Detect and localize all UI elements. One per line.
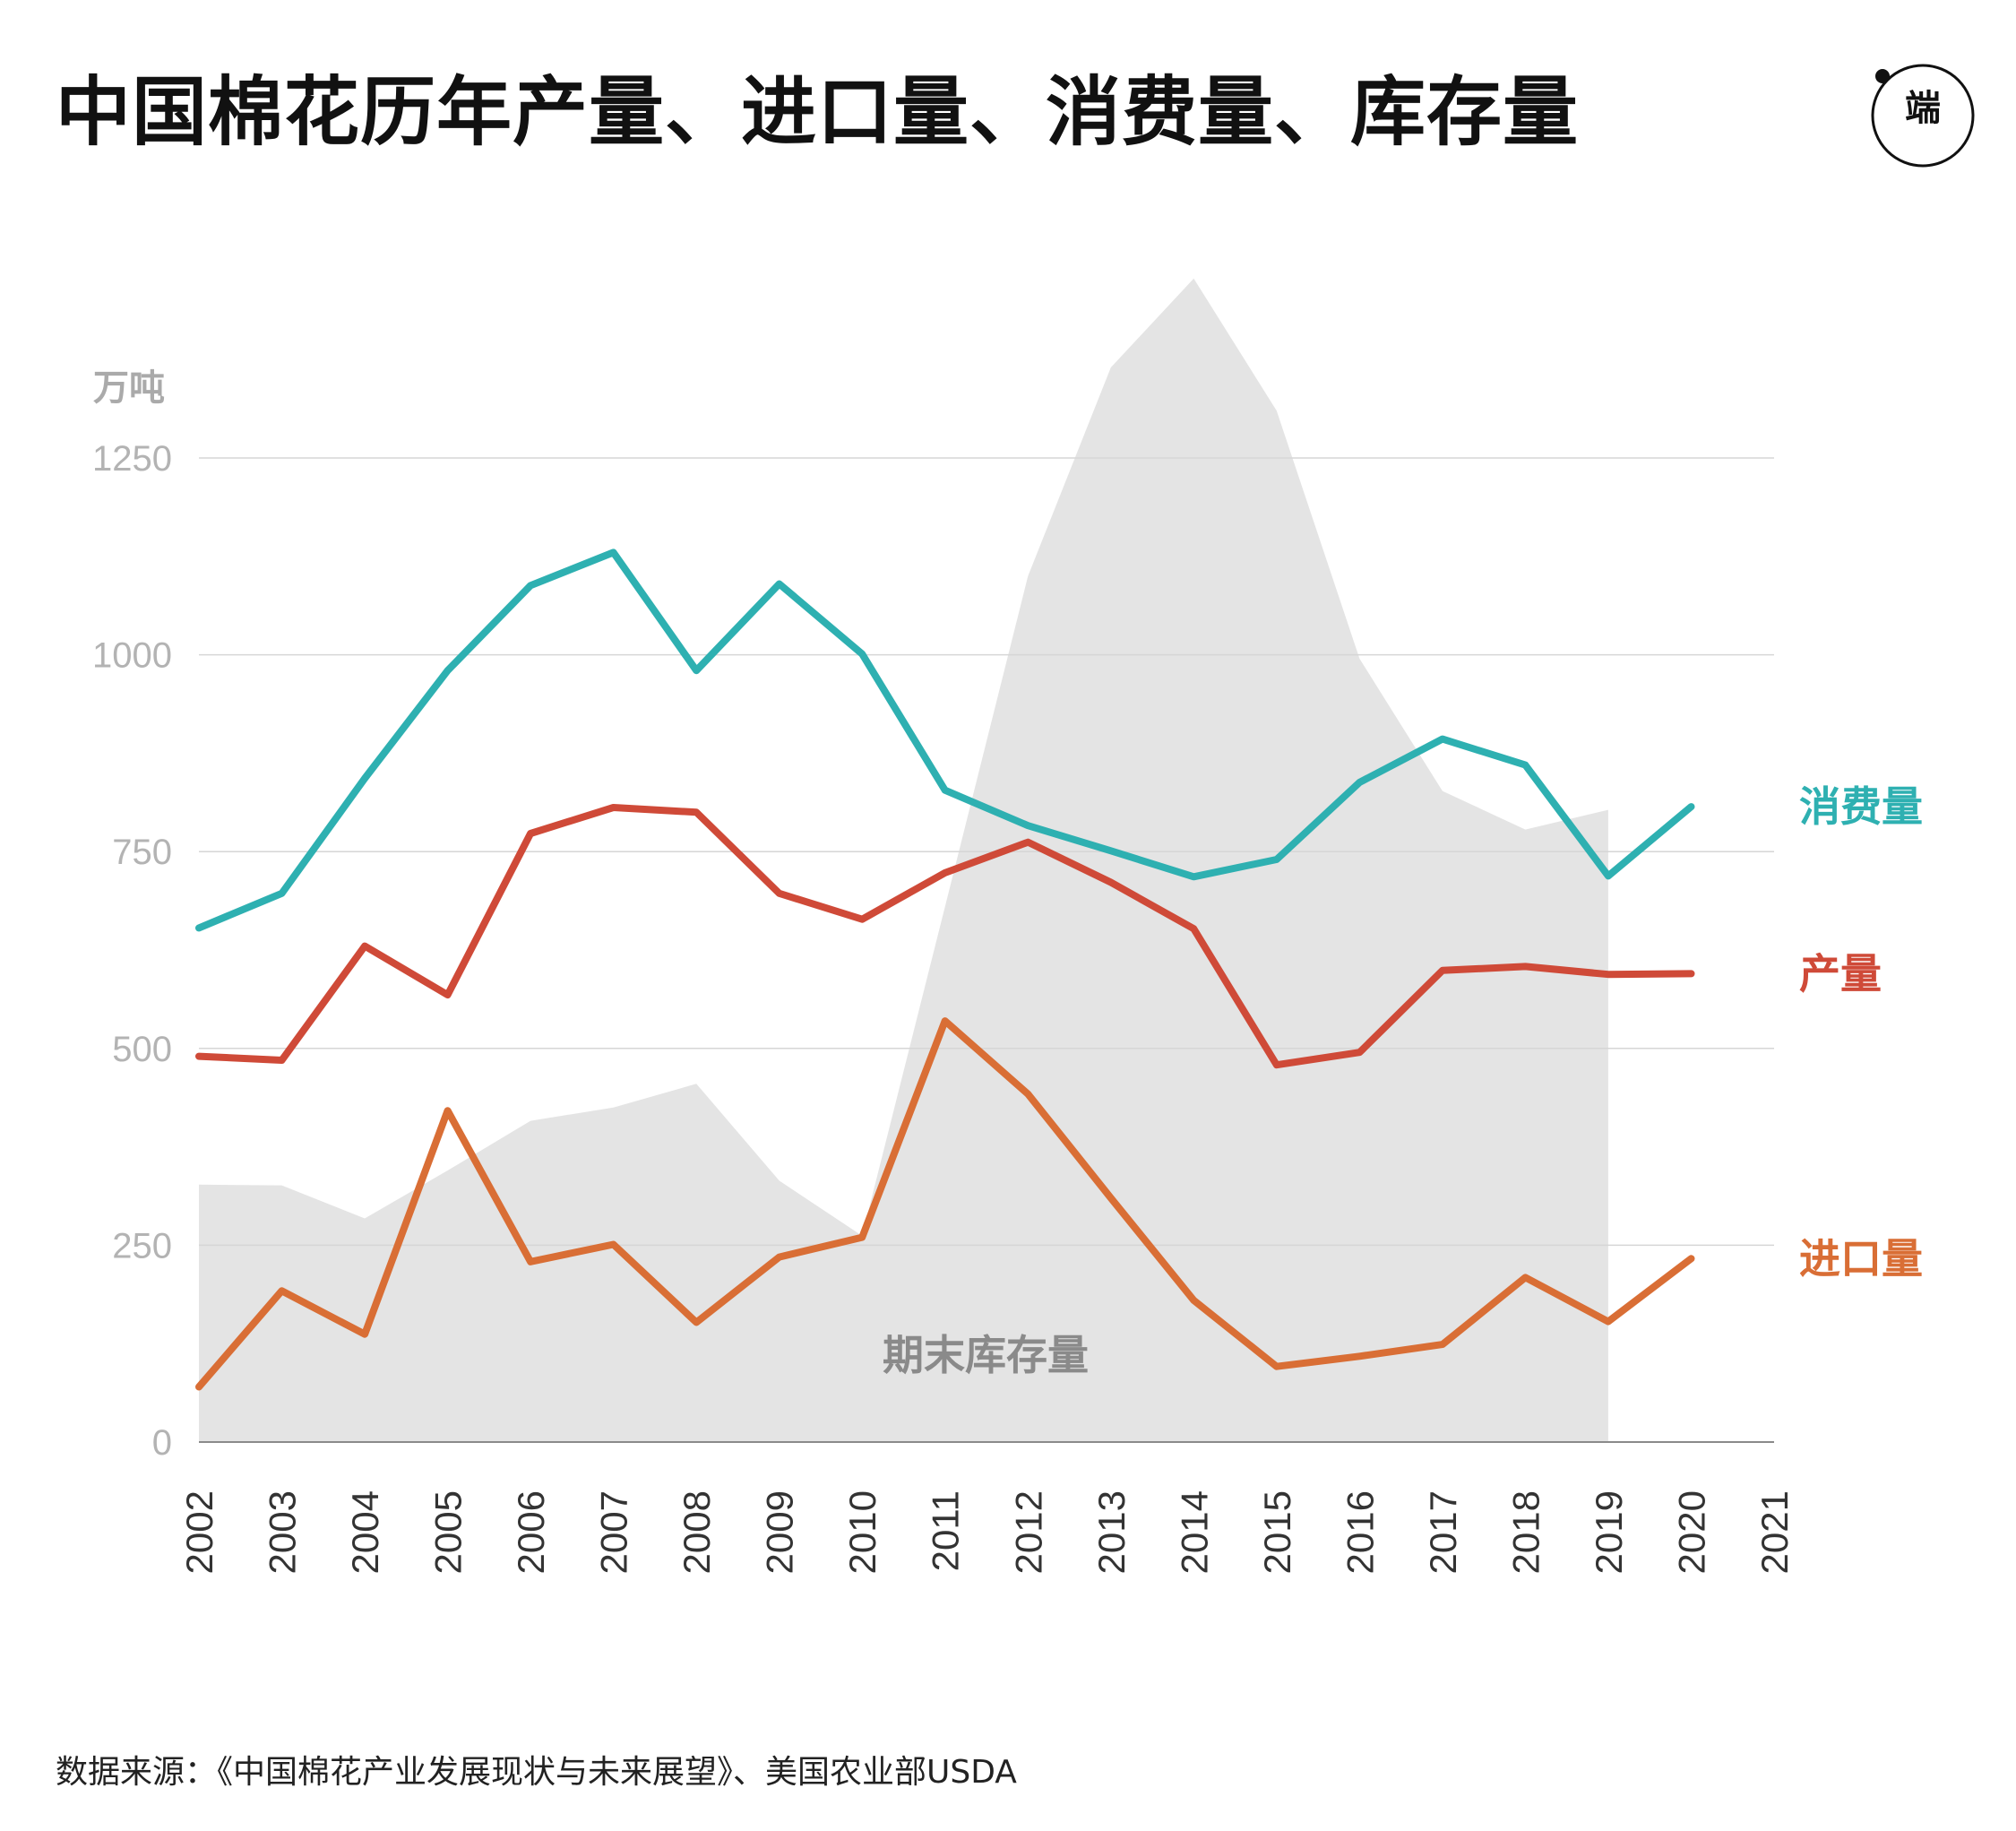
series-line-2 [195,1017,1695,1391]
y-tick-label: 1000 [92,636,172,676]
y-tick-label: 0 [152,1423,172,1463]
x-tick-label: 2011 [925,1490,967,1571]
x-tick-label: 2003 [262,1490,304,1574]
x-tick-label: 2002 [178,1490,220,1574]
y-tick-label: 250 [112,1226,172,1265]
x-tick-label: 2019 [1588,1490,1630,1574]
x-tick-label: 2004 [344,1490,386,1574]
x-tick-label: 2018 [1504,1490,1546,1574]
y-axis-unit: 万吨 [93,367,165,409]
source-note: 数据来源：《中国棉花产业发展现状与未来展望》、美国农业部USDA [56,1754,1017,1791]
series-label: 产量 [1799,949,1882,998]
logo-text: 端 [1905,88,1941,129]
logo-icon: 端 [1871,64,1975,168]
y-tick-label: 750 [112,833,172,872]
x-tick-label: 2016 [1339,1490,1381,1574]
x-tick-label: 2013 [1090,1490,1133,1574]
x-tick-label: 2008 [676,1490,718,1574]
x-tick-label: 2014 [1173,1490,1215,1574]
area-stock [199,278,1608,1443]
x-tick-label: 2015 [1256,1490,1298,1574]
x-tick-label: 2006 [510,1490,552,1574]
y-tick-label: 500 [112,1030,172,1069]
x-tick-label: 2012 [1007,1490,1049,1574]
series-line-1 [195,804,1695,1069]
x-tick-label: 2005 [427,1490,470,1574]
x-tick-label: 2020 [1671,1490,1713,1574]
area-label: 期末库存量 [883,1331,1089,1379]
x-tick-label: 2021 [1753,1490,1796,1574]
x-tick-label: 2007 [593,1490,635,1574]
x-tick-label: 2010 [841,1490,883,1574]
series-label: 消费量 [1799,782,1923,831]
chart-title: 中国棉花历年产量、进口量、消费量、库存量 [56,68,1580,156]
series-line-0 [195,548,1695,932]
y-tick-label: 1250 [92,439,172,479]
x-tick-label: 2009 [759,1490,801,1574]
x-tick-label: 2017 [1422,1490,1464,1574]
series-label: 进口量 [1799,1234,1923,1283]
